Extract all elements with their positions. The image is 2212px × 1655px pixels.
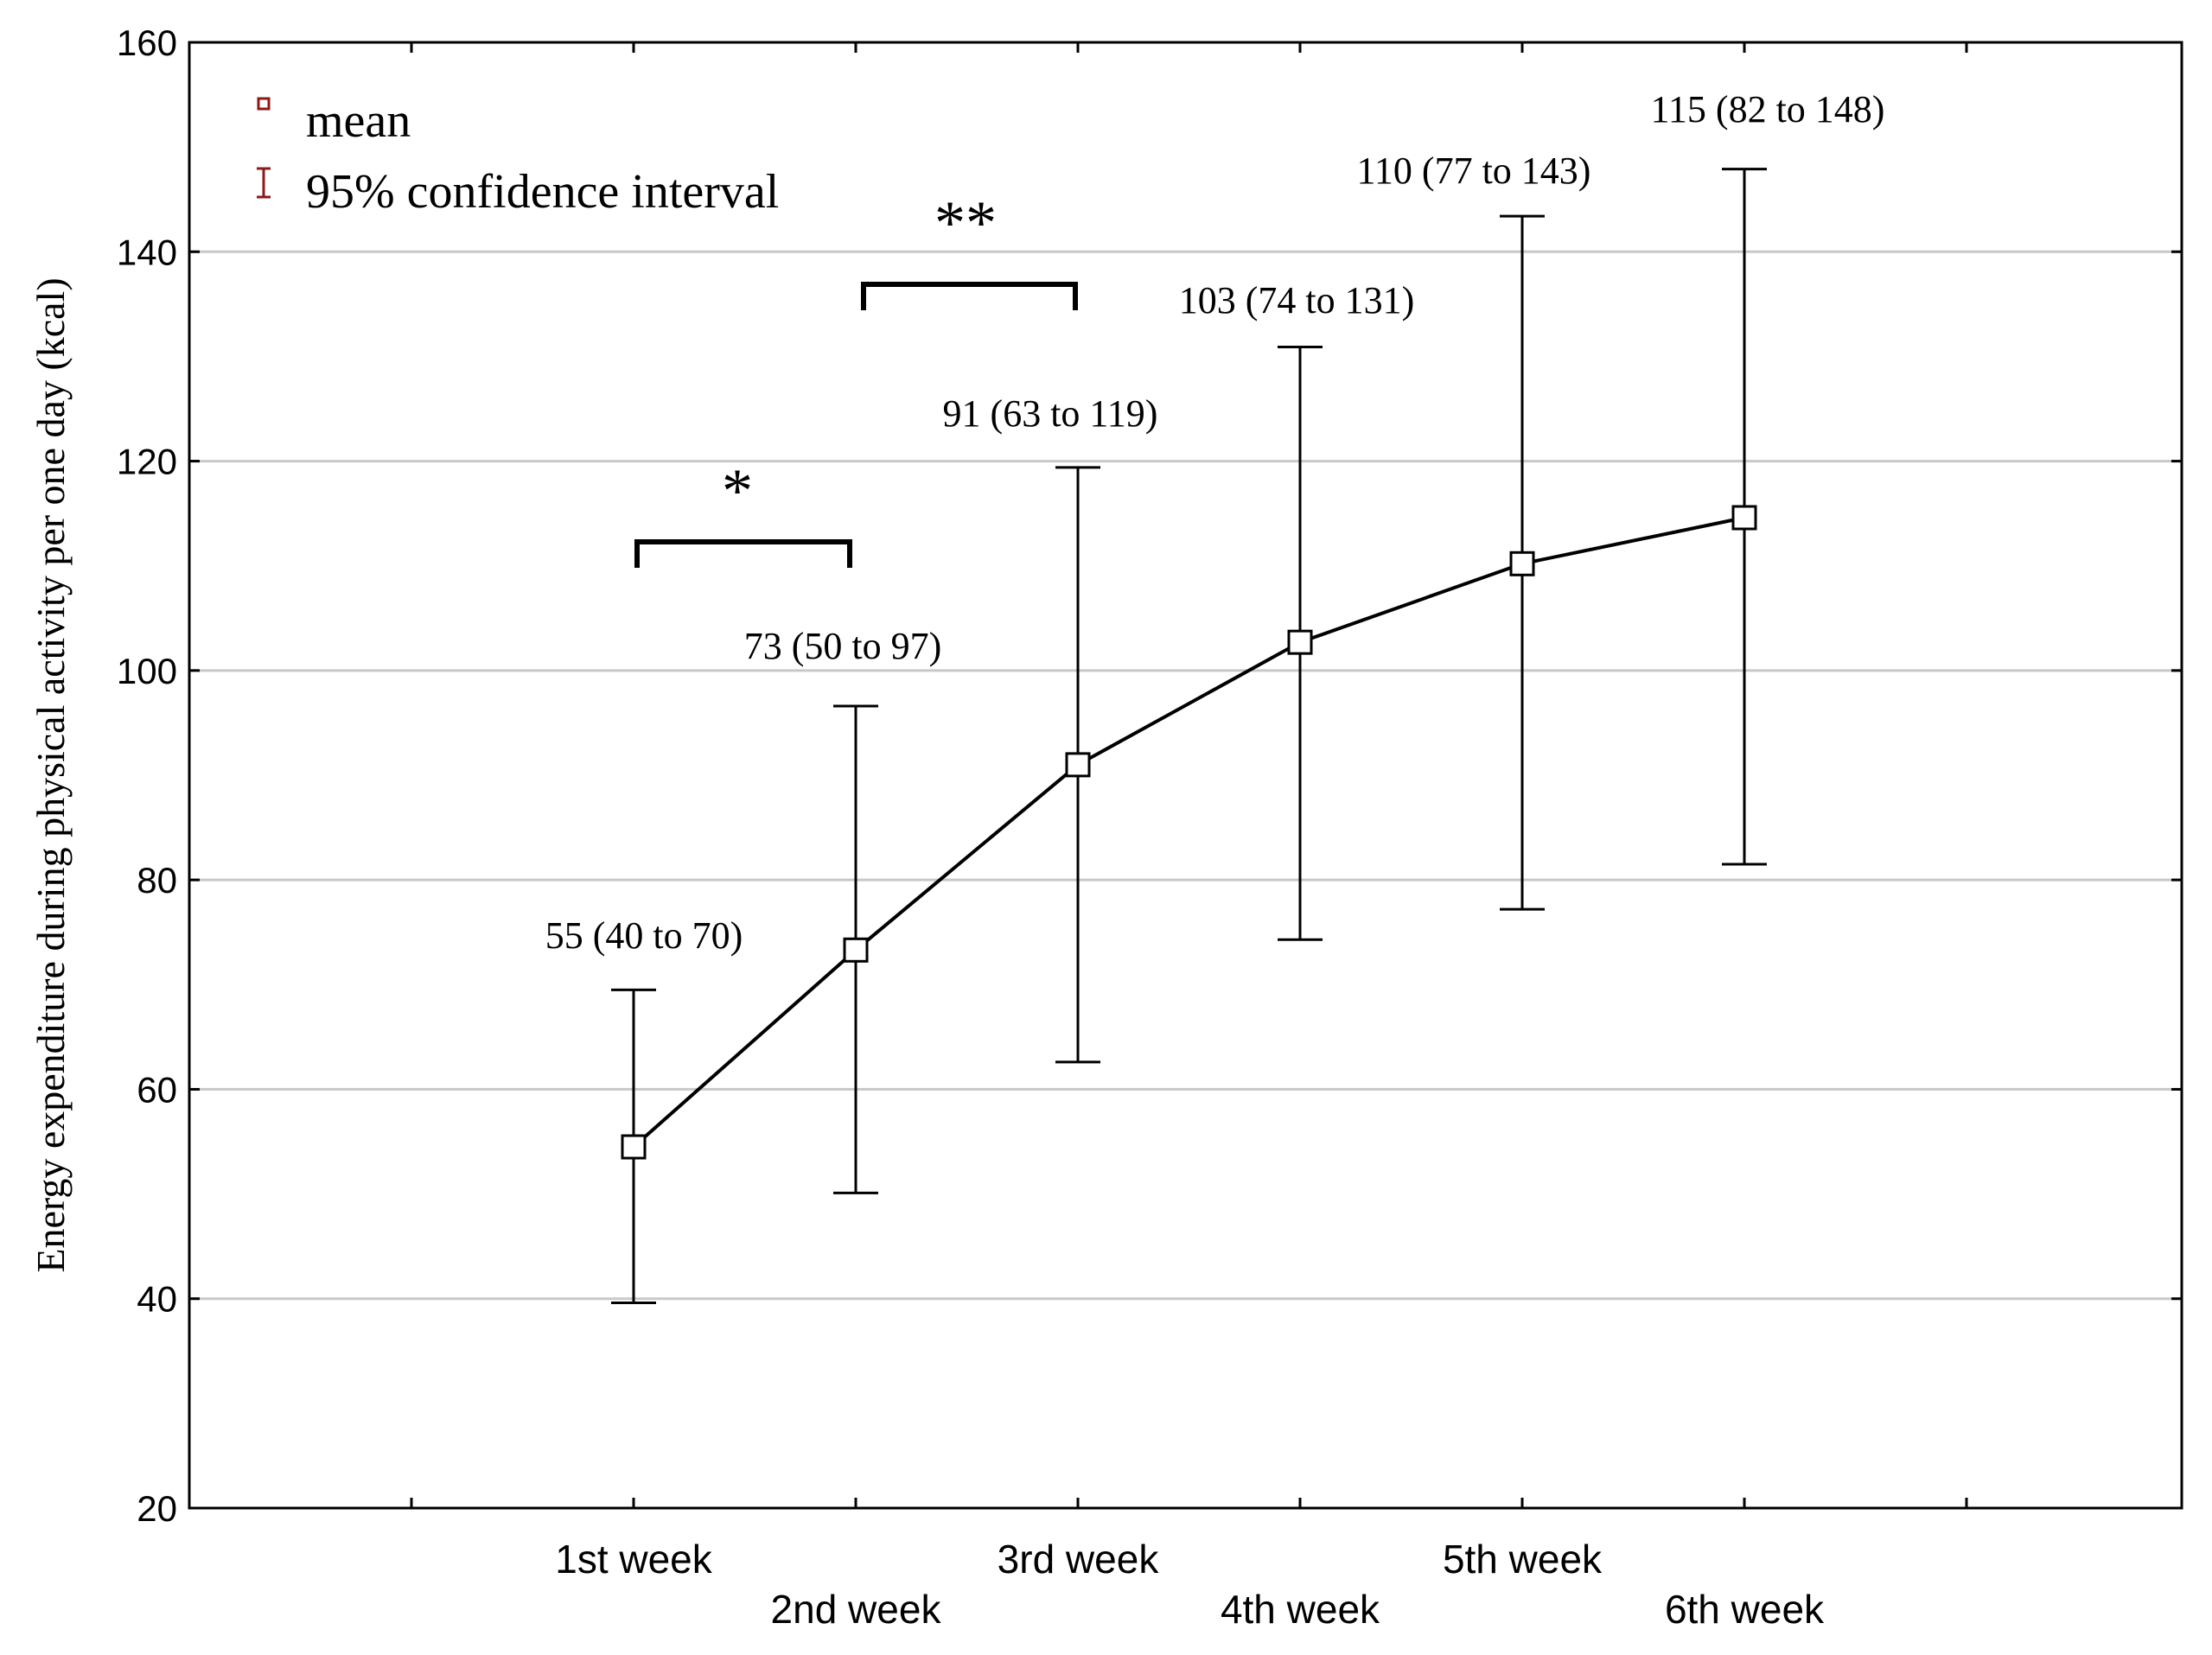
value-annotation: 91 (63 to 119) xyxy=(943,392,1158,435)
value-annotation: 110 (77 to 143) xyxy=(1357,150,1591,192)
grid-layer xyxy=(189,250,2182,1301)
x-tick-label: 5th week xyxy=(1443,1537,1603,1582)
mean-marker xyxy=(1509,551,1535,576)
x-tick-label: 4th week xyxy=(1221,1587,1380,1632)
x-tick-label: 3rd week xyxy=(998,1537,1160,1582)
value-annotation: 73 (50 to 97) xyxy=(744,625,942,667)
y-tick-label: 80 xyxy=(137,860,177,901)
y-tick-label: 120 xyxy=(117,442,177,482)
legend-mean-label: mean xyxy=(306,94,411,148)
value-annotation: 103 (74 to 131) xyxy=(1179,279,1415,321)
y-tick-label: 160 xyxy=(117,22,177,63)
significance-label: ** xyxy=(934,188,997,258)
axes-layer: 20 40 60 80 100 120 140 160 1st week 2nd week 3rd … xyxy=(29,22,2183,1632)
mean-marker xyxy=(621,1134,647,1160)
y-tick-label: 60 xyxy=(137,1069,177,1110)
y-tick-label: 40 xyxy=(137,1279,177,1320)
mean-marker xyxy=(1287,629,1313,655)
mean-marker xyxy=(1731,505,1757,531)
data-layer xyxy=(611,168,1767,1305)
y-tick-label: 140 xyxy=(117,232,177,272)
x-tick-label: 1st week xyxy=(555,1537,713,1582)
mean-marker xyxy=(843,937,869,963)
value-annotation: 115 (82 to 148) xyxy=(1651,88,1885,130)
legend-ci-label: 95% confidence interval xyxy=(306,165,779,219)
y-tick-label: 20 xyxy=(137,1488,177,1529)
mean-marker xyxy=(1065,752,1091,778)
legend-mean-icon xyxy=(257,97,271,111)
y-axis-title: Energy expenditure during physical activ… xyxy=(29,277,73,1272)
significance-bracket xyxy=(861,282,1078,310)
x-tick-label: 2nd week xyxy=(771,1587,942,1632)
mean-line xyxy=(632,516,1745,1149)
significance-bracket xyxy=(634,539,852,568)
y-tick-label: 100 xyxy=(117,651,177,691)
x-tick-label: 6th week xyxy=(1665,1587,1825,1632)
legend: mean 95% confidence interval xyxy=(257,94,779,219)
label-layer: 55 (40 to 70) 73 (50 to 97) 91 (63 to 119)… xyxy=(545,88,1885,957)
significance-label: * xyxy=(722,456,753,525)
value-annotation: 55 (40 to 70) xyxy=(545,914,743,957)
plot-frame xyxy=(188,41,2183,1510)
